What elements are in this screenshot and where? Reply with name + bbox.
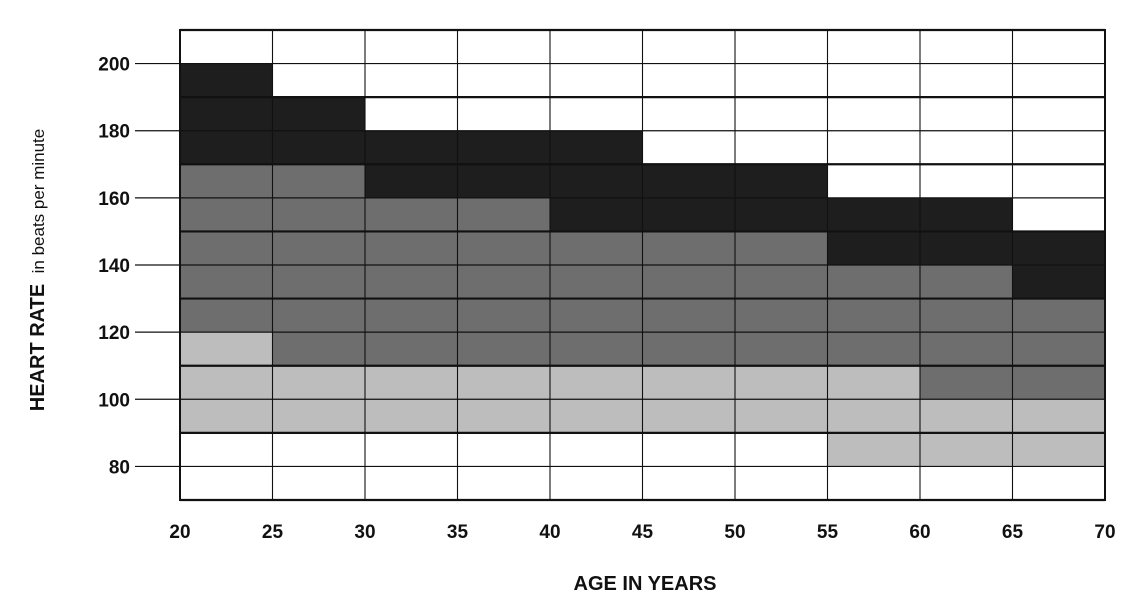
x-tick-label-70: 70 [1094, 522, 1115, 543]
ticks-layer: 80 100 120 140 160 180 200 20 25 30 35 40 45 50 55 60 65… [98, 55, 1115, 543]
y-tick-label-180: 180 [98, 122, 130, 143]
zone-light-55-60 [827, 365, 920, 467]
plot-frame [179, 29, 1106, 501]
x-tick-label-35: 35 [447, 522, 469, 543]
y-tick-label-80: 80 [109, 457, 130, 478]
zone-light-20-25 [180, 332, 273, 433]
x-tick-label-65: 65 [1002, 522, 1024, 543]
x-tick-label-60: 60 [909, 522, 930, 543]
zone-medium-65-70 [1012, 298, 1105, 400]
y-tick-label-140: 140 [98, 256, 130, 277]
y-axis-title-unit: in beats per minute [29, 129, 48, 274]
x-tick-label-40: 40 [539, 522, 560, 543]
zone-medium-30-35 [365, 197, 458, 366]
grid-layer [135, 28, 1106, 502]
x-tick-label-45: 45 [632, 522, 654, 543]
zone-medium-55-60 [827, 265, 920, 366]
y-tick-label-160: 160 [98, 189, 130, 210]
y-axis-title: HEART RATE in beats per minute [27, 129, 49, 411]
y-axis-title-main: HEART RATE [27, 284, 49, 411]
zone-dark-40-45 [550, 130, 643, 232]
y-tick-label-120: 120 [98, 323, 130, 344]
zone-dark-20-25 [180, 63, 273, 165]
x-tick-label-55: 55 [817, 522, 839, 543]
x-tick-label-20: 20 [169, 522, 190, 543]
x-tick-label-30: 30 [354, 522, 375, 543]
y-tick-label-200: 200 [98, 55, 130, 76]
x-tick-label-25: 25 [262, 522, 284, 543]
zone-medium-35-40 [457, 197, 550, 366]
zone-medium-20-25 [180, 164, 273, 333]
x-axis-title: AGE IN YEARS [574, 573, 717, 595]
x-tick-label-50: 50 [724, 522, 745, 543]
y-tick-label-100: 100 [98, 390, 130, 411]
